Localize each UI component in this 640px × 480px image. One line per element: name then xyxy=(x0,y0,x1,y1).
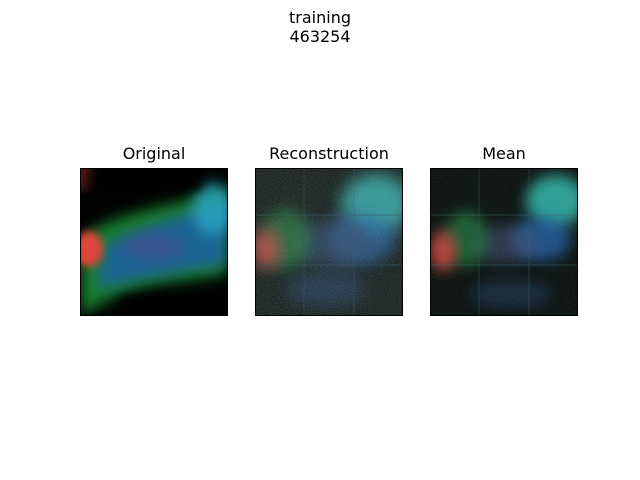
panel-title-reconstruction: Reconstruction xyxy=(269,144,389,163)
panel-mean: Mean xyxy=(430,144,578,316)
figure-title: training 463254 xyxy=(0,8,640,46)
original-image-art xyxy=(81,169,227,315)
mean-image-art xyxy=(431,169,577,315)
panel-reconstruction: Reconstruction xyxy=(255,144,403,316)
panel-title-original: Original xyxy=(122,144,186,163)
reconstruction-image-art xyxy=(256,169,402,315)
figure-title-line1: training xyxy=(289,8,351,27)
image-mean xyxy=(430,168,578,316)
panel-original: Original xyxy=(80,144,228,316)
image-reconstruction xyxy=(255,168,403,316)
image-original xyxy=(80,168,228,316)
panel-title-mean: Mean xyxy=(482,144,526,163)
figure-title-line2: 463254 xyxy=(289,27,351,46)
